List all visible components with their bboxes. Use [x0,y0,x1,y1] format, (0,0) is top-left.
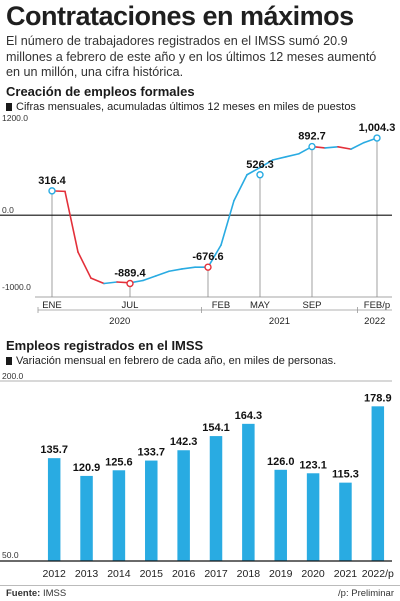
line-chart-subtitle: Cifras mensuales, acumuladas últimos 12 … [6,101,356,113]
x-tick-label: 2021 [334,568,358,580]
x-tick-label: FEB/p [364,300,390,311]
y-tick-label: 50.0 [2,550,19,560]
bar-value-label: 115.3 [332,469,359,481]
data-point [373,134,381,142]
line-segment [168,268,183,273]
line-segment [220,199,235,246]
year-label: 2021 [269,316,290,327]
bullet-mark-icon [6,103,12,111]
line-segment [181,266,196,270]
y-tick-label: 1200.0 [2,113,28,123]
x-tick-label: FEB [212,300,230,311]
line-segment [155,270,170,277]
source-value: IMSS [42,588,67,599]
line-segment [285,152,300,158]
year-label: 2020 [109,316,130,327]
bar [145,460,158,561]
line-segment [77,251,92,279]
x-tick-label: MAY [250,300,271,311]
data-label: 1,004.3 [359,122,396,134]
bar [112,470,126,561]
line-chart-subtitle-text: Cifras mensuales, acumuladas últimos 12 … [16,101,356,113]
y-tick-label: 0.0 [2,205,14,215]
footer-divider [0,585,400,586]
x-tick-label: 2022/p [362,568,394,580]
bar-value-label: 126.0 [267,456,295,468]
x-tick-label: 2020 [301,568,325,580]
source-note: Fuente: IMSS [6,588,66,599]
bar [80,475,93,561]
line-segment [233,173,248,202]
bar-value-label: 164.3 [235,410,263,422]
line-segment [272,155,287,161]
x-tick-label: SEP [302,300,321,311]
line-segment [207,244,222,268]
x-tick-label: 2016 [172,568,196,580]
page-title: Contrataciones en máximos [6,1,354,31]
data-point [308,142,316,151]
line-segment [103,281,118,285]
bar-value-label: 142.3 [170,436,198,448]
data-label: -889.4 [114,268,146,280]
data-point [204,263,212,271]
intro-text: El número de trabajadores registrados en… [6,34,377,80]
bar [306,473,320,561]
x-tick-label: 2019 [269,568,293,580]
data-label: 892.7 [298,131,326,143]
bar-value-label: 133.7 [138,447,166,459]
bar [209,436,223,561]
data-point [126,279,134,288]
x-tick-label: 2014 [107,568,131,580]
bar-value-label: 125.6 [105,456,133,468]
bar [371,406,385,561]
x-tick-label: 2018 [237,568,261,580]
line-segment [337,146,352,150]
data-point [48,187,56,195]
bar-chart: 200.0 50.0 135.7 2012 120.9 2013 125.6 2014 133.… [0,371,394,580]
source-label: Fuente: [6,588,41,599]
line-segment [246,166,261,176]
bar [242,423,255,561]
x-tick-label: 2017 [204,568,228,580]
x-tick-label: 2015 [140,568,164,580]
x-tick-label: 2013 [75,568,99,580]
data-label: -676.6 [192,251,223,263]
line-segment [259,159,274,169]
y-tick-label: 200.0 [2,371,24,381]
x-tick-label: JUL [122,300,139,311]
data-label: 316.4 [38,175,66,187]
data-point [256,171,264,179]
bar-value-label: 120.9 [73,462,101,474]
bar [274,469,287,561]
bar [47,458,61,561]
bullet-mark-icon [6,357,12,365]
data-label: 526.3 [246,159,274,171]
line-segment [64,190,79,253]
x-tick-label: ENE [42,300,62,311]
bar-value-label: 178.9 [364,392,392,404]
line-segment [90,277,105,285]
bar-value-label: 123.1 [299,459,327,471]
bar-chart-title: Empleos registrados en el IMSS [6,338,204,353]
line-segment [324,146,339,149]
line-segment [142,275,157,282]
line-segment [350,141,365,150]
preliminary-note: /p: Preliminar [338,588,394,599]
bar-value-label: 154.1 [202,422,230,434]
bar-chart-subtitle: Variación mensual en febrero de cada año… [6,355,336,367]
line-chart-title: Creación de empleos formales [6,84,195,99]
bar-chart-subtitle-text: Variación mensual en febrero de cada año… [16,355,337,367]
x-tick-label: 2012 [43,568,67,580]
bar [339,482,352,561]
line-chart: 1200.0 0.0 -1000.0 316.4 -889.4 -676.6 526.3 89… [0,113,396,327]
y-tick-label: -1000.0 [2,282,31,292]
year-label: 2022 [364,316,385,327]
bar-value-label: 135.7 [40,444,68,456]
bar [177,450,190,561]
